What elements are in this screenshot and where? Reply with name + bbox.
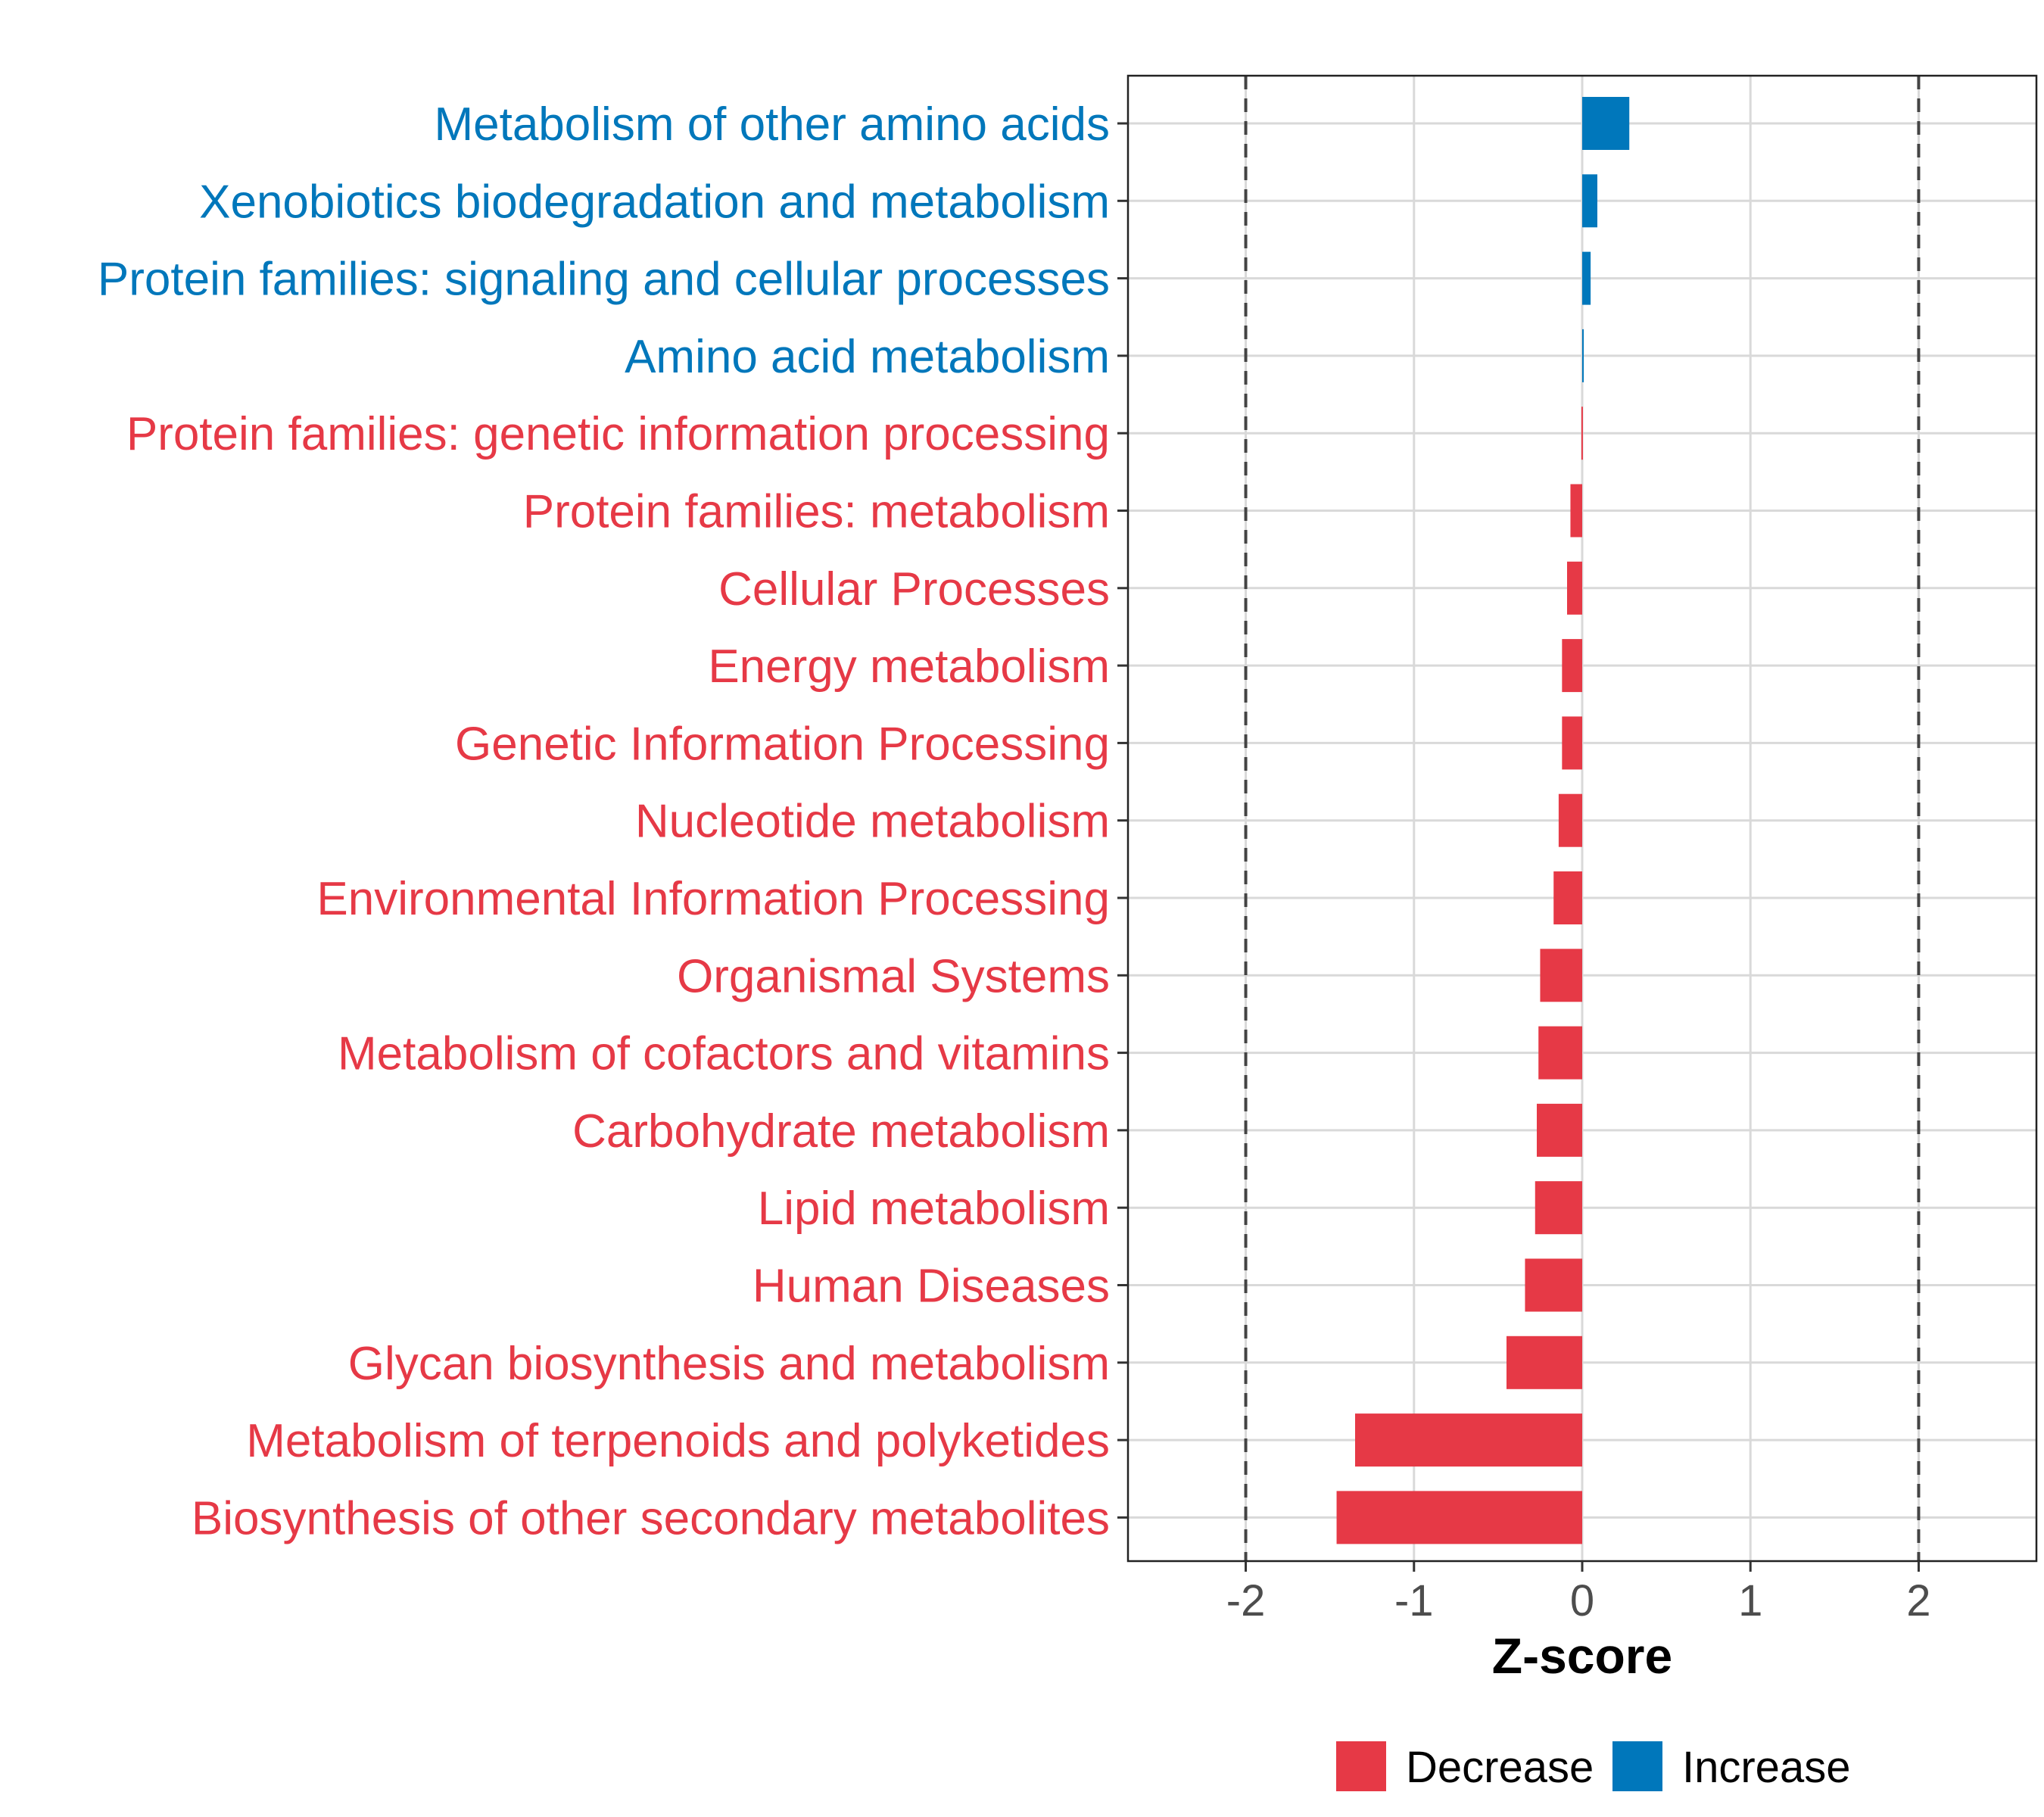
bar-7 (1562, 639, 1582, 693)
x-tick-label-1: -1 (1394, 1576, 1434, 1625)
category-label-1: Xenobiotics biodegradation and metabolis… (199, 176, 1110, 228)
category-label-14: Lipid metabolism (758, 1183, 1110, 1235)
bar-5 (1570, 484, 1582, 538)
category-label-4: Protein families: genetic information pr… (126, 408, 1110, 460)
category-labels: Metabolism of other amino acids Xenobioti… (98, 98, 1128, 1544)
legend-label-increase: Increase (1682, 1743, 1850, 1792)
bar-1 (1582, 174, 1597, 228)
category-label-17: Metabolism of terpenoids and polyketides (246, 1415, 1110, 1467)
category-label-7: Energy metabolism (708, 640, 1110, 693)
category-label-3: Amino acid metabolism (625, 331, 1110, 383)
bar-18 (1336, 1491, 1582, 1544)
bar-2 (1582, 251, 1591, 305)
x-axis: -2 -1 0 1 2 (1226, 1561, 1931, 1625)
bar-9 (1558, 793, 1582, 847)
bar-3 (1582, 329, 1584, 382)
category-label-16: Glycan biosynthesis and metabolism (348, 1338, 1110, 1390)
legend-swatch-increase (1612, 1741, 1662, 1791)
bar-16 (1507, 1335, 1582, 1389)
bar-17 (1355, 1413, 1582, 1467)
category-label-15: Human Diseases (752, 1261, 1110, 1313)
category-label-5: Protein families: metabolism (523, 486, 1110, 538)
x-axis-title: Z-score (1492, 1628, 1672, 1684)
legend: Decrease Increase (1336, 1741, 1850, 1792)
category-label-0: Metabolism of other amino acids (434, 98, 1110, 151)
x-tick-label-3: 1 (1738, 1576, 1762, 1625)
category-label-18: Biosynthesis of other secondary metaboli… (192, 1492, 1110, 1544)
x-tick-label-4: 2 (1906, 1576, 1930, 1625)
category-label-2: Protein families: signaling and cellular… (98, 254, 1110, 306)
bar-12 (1538, 1026, 1582, 1080)
category-label-8: Genetic Information Processing (455, 718, 1110, 770)
plot-area (1126, 74, 2038, 1563)
bar-4 (1581, 407, 1583, 460)
x-tick-label-0: -2 (1226, 1576, 1266, 1625)
legend-label-decrease: Decrease (1406, 1743, 1594, 1792)
bar-11 (1540, 949, 1582, 1002)
x-tick-label-2: 0 (1570, 1576, 1594, 1625)
bar-14 (1535, 1181, 1582, 1235)
bar-15 (1525, 1258, 1582, 1312)
bar-10 (1553, 871, 1582, 924)
bar-0 (1582, 97, 1630, 150)
bar-13 (1537, 1103, 1582, 1157)
bar-6 (1567, 561, 1582, 615)
bar-8 (1562, 716, 1582, 770)
category-label-6: Cellular Processes (718, 563, 1110, 616)
category-label-13: Carbohydrate metabolism (572, 1105, 1110, 1158)
category-label-9: Nucleotide metabolism (635, 796, 1110, 848)
category-label-10: Environmental Information Processing (316, 873, 1110, 925)
category-label-12: Metabolism of cofactors and vitamins (338, 1028, 1110, 1080)
legend-swatch-decrease (1336, 1741, 1386, 1791)
category-label-11: Organismal Systems (677, 950, 1110, 1002)
